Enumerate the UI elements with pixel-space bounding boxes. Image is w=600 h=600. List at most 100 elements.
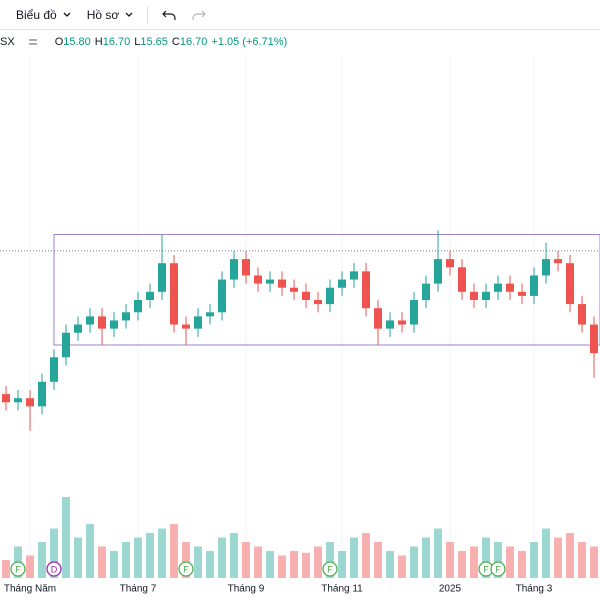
x-tick-label: Tháng 11: [321, 584, 363, 595]
volume-bar: [242, 542, 250, 578]
candle-body: [578, 304, 586, 325]
candle-body: [170, 263, 178, 325]
volume-bar: [158, 528, 166, 578]
volume-bar: [62, 497, 70, 578]
volume-bar: [566, 533, 574, 578]
volume-bar: [110, 551, 118, 578]
volume-bar: [338, 551, 346, 578]
x-tick-label: Tháng 3: [516, 584, 553, 595]
volume-bar: [2, 560, 10, 578]
close-key: C: [171, 36, 180, 48]
candle-body: [194, 316, 202, 329]
candle-body: [350, 271, 358, 280]
candle-body: [362, 271, 370, 309]
chart-menu-label: Biểu đồ: [16, 7, 57, 22]
event-marker[interactable]: [10, 561, 26, 577]
candle-body: [86, 316, 94, 325]
volume-bar: [194, 546, 202, 578]
low-value: 15.65: [140, 36, 168, 48]
volume-bar: [590, 546, 598, 578]
volume-bar: [434, 528, 442, 578]
event-label: D: [51, 564, 58, 574]
candle-body: [230, 259, 238, 280]
volume-bar: [374, 542, 382, 578]
candle-body: [278, 279, 286, 288]
candle-body: [566, 263, 574, 305]
redo-button[interactable]: [184, 2, 214, 28]
redo-icon: [192, 10, 207, 20]
volume-bar: [530, 542, 538, 578]
legend: SX O15.80 H16.70 L15.65 C16.70 +1.05 (+6…: [0, 36, 287, 48]
candle-body: [470, 291, 478, 300]
candle-body: [326, 287, 334, 305]
volume-bar: [230, 533, 238, 578]
candle-body: [506, 283, 514, 292]
volume-bar: [506, 546, 514, 578]
volume-bar: [26, 555, 34, 578]
candle-body: [122, 312, 130, 321]
event-marker[interactable]: [490, 561, 506, 577]
volume-bar: [50, 528, 58, 578]
candle-body: [518, 291, 526, 296]
candle-body: [410, 300, 418, 325]
candle-body: [74, 324, 82, 333]
volume-bar: [74, 537, 82, 578]
candle-body: [314, 300, 322, 305]
open-value: 15.80: [63, 36, 91, 48]
volume-bar: [266, 551, 274, 578]
candle-body: [14, 398, 22, 403]
candle-body: [206, 312, 214, 317]
candle-body: [98, 316, 106, 329]
volume-bar: [470, 546, 478, 578]
volume-bar: [446, 542, 454, 578]
collapse-icon[interactable]: [27, 38, 39, 46]
candle-body: [554, 259, 562, 264]
symbol: SX: [0, 36, 15, 48]
candle-body: [302, 291, 310, 300]
separator: [147, 5, 149, 24]
candle-body: [374, 308, 382, 329]
toolbar: Biểu đồ Hồ sơ: [0, 0, 600, 30]
candle-body: [590, 324, 598, 354]
volume-bar: [578, 542, 586, 578]
range-box: [53, 234, 600, 346]
event-marker[interactable]: [322, 561, 338, 577]
undo-button[interactable]: [154, 2, 184, 28]
volume-bar: [554, 537, 562, 578]
candle-body: [398, 320, 406, 325]
candle-body: [458, 267, 466, 292]
chart-menu[interactable]: Biểu đồ: [8, 2, 79, 28]
event-label: F: [495, 564, 501, 574]
high-value: 16.70: [102, 36, 131, 48]
candle-body: [62, 332, 70, 358]
volume-bar: [302, 552, 310, 578]
volume-bar: [326, 542, 334, 578]
volume-bar: [398, 555, 406, 578]
candle-body: [134, 300, 142, 313]
candle-body: [266, 279, 274, 284]
profile-menu[interactable]: Hồ sơ: [79, 2, 142, 28]
candle-body: [2, 394, 10, 403]
volume-bar: [458, 551, 466, 578]
candle-body: [422, 283, 430, 300]
candle-body: [482, 291, 490, 300]
event-label: F: [15, 564, 21, 574]
volume-bar: [314, 546, 322, 578]
volume-bar: [254, 546, 262, 578]
candle-body: [434, 259, 442, 284]
volume-bar: [542, 528, 550, 578]
event-marker[interactable]: [178, 561, 194, 577]
candle-body: [218, 279, 226, 313]
volume-bar: [182, 542, 190, 578]
volume-bar: [206, 551, 214, 578]
volume-bar: [170, 524, 178, 578]
low-key: L: [134, 36, 141, 48]
event-marker[interactable]: [46, 561, 62, 577]
volume-bar: [410, 546, 418, 578]
volume-bar: [482, 537, 490, 578]
volume-bar: [122, 542, 130, 578]
close-value: 16.70: [179, 36, 208, 48]
volume-bar: [362, 533, 370, 578]
open-key: O: [54, 36, 64, 48]
